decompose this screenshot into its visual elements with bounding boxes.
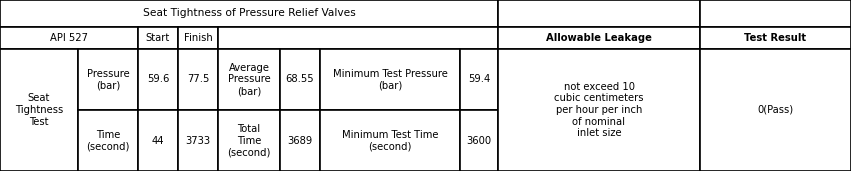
Text: 59.4: 59.4 bbox=[468, 75, 490, 84]
Bar bbox=[700, 0, 851, 27]
Bar bbox=[0, 27, 138, 49]
Bar bbox=[498, 27, 700, 49]
Bar bbox=[218, 27, 498, 49]
Text: Total
Time
(second): Total Time (second) bbox=[227, 124, 271, 157]
Text: 68.55: 68.55 bbox=[286, 75, 314, 84]
Bar bbox=[700, 27, 851, 49]
Text: 0(Pass): 0(Pass) bbox=[757, 105, 794, 115]
Bar bbox=[0, 49, 78, 171]
Text: Seat Tightness of Pressure Relief Valves: Seat Tightness of Pressure Relief Valves bbox=[143, 9, 356, 18]
Bar bbox=[460, 49, 498, 110]
Text: Average
Pressure
(bar): Average Pressure (bar) bbox=[227, 63, 271, 96]
Text: not exceed 10
cubic centimeters
per hour per inch
of nominal
inlet size: not exceed 10 cubic centimeters per hour… bbox=[554, 82, 643, 138]
Text: 3689: 3689 bbox=[288, 135, 312, 146]
Bar bbox=[138, 27, 178, 49]
Bar bbox=[78, 49, 138, 110]
Bar bbox=[78, 110, 138, 171]
Bar bbox=[280, 49, 320, 110]
Bar bbox=[178, 110, 218, 171]
Bar bbox=[280, 110, 320, 171]
Text: 59.6: 59.6 bbox=[147, 75, 169, 84]
Bar bbox=[0, 0, 498, 27]
Bar bbox=[178, 49, 218, 110]
Text: Seat
Tightness
Test: Seat Tightness Test bbox=[14, 93, 63, 127]
Bar bbox=[498, 49, 700, 171]
Text: Minimum Test Time
(second): Minimum Test Time (second) bbox=[342, 130, 438, 151]
Text: Test Result: Test Result bbox=[745, 33, 807, 43]
Bar bbox=[498, 0, 700, 27]
Text: Minimum Test Pressure
(bar): Minimum Test Pressure (bar) bbox=[333, 69, 448, 90]
Text: Finish: Finish bbox=[184, 33, 213, 43]
Bar bbox=[218, 49, 280, 110]
Bar bbox=[320, 49, 460, 110]
Text: 3733: 3733 bbox=[186, 135, 210, 146]
Bar bbox=[700, 49, 851, 171]
Text: Allowable Leakage: Allowable Leakage bbox=[546, 33, 652, 43]
Text: Pressure
(bar): Pressure (bar) bbox=[87, 69, 129, 90]
Text: Time
(second): Time (second) bbox=[86, 130, 129, 151]
Bar bbox=[138, 110, 178, 171]
Bar bbox=[460, 110, 498, 171]
Text: 3600: 3600 bbox=[466, 135, 492, 146]
Text: Start: Start bbox=[146, 33, 170, 43]
Bar bbox=[138, 49, 178, 110]
Text: 44: 44 bbox=[151, 135, 164, 146]
Text: API 527: API 527 bbox=[50, 33, 88, 43]
Bar bbox=[218, 110, 280, 171]
Bar bbox=[320, 110, 460, 171]
Bar bbox=[178, 27, 218, 49]
Text: 77.5: 77.5 bbox=[187, 75, 209, 84]
